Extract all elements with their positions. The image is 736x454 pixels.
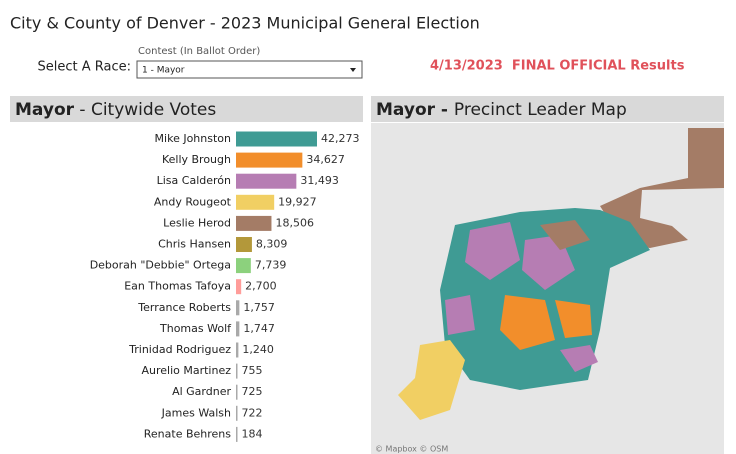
chart-title-rest: - Citywide Votes <box>74 100 216 120</box>
panel-header <box>10 96 363 122</box>
value-label: 1,757 <box>243 301 275 314</box>
chart-title-bold: Mayor <box>15 100 75 120</box>
map-region <box>540 220 590 250</box>
category-label: Terrance Roberts <box>137 301 231 314</box>
bar <box>236 131 317 147</box>
map[interactable]: © Mapbox © OSM <box>371 123 724 454</box>
category-label: Mike Johnston <box>155 132 231 145</box>
dropdown-box[interactable] <box>136 60 363 79</box>
map-region <box>465 222 520 280</box>
bar <box>236 237 252 252</box>
category-label: Andy Rougeot <box>154 195 232 208</box>
value-label: 2,700 <box>245 280 277 293</box>
bar <box>236 173 297 189</box>
map-region <box>445 295 475 335</box>
bar <box>236 405 238 421</box>
category-label: Leslie Herod <box>163 216 231 229</box>
value-label: 1,747 <box>243 322 275 335</box>
category-label: Trinidad Rodriguez <box>128 343 231 356</box>
value-label: 184 <box>242 427 263 440</box>
value-label: 8,309 <box>256 238 288 251</box>
map-attribution: © Mapbox © OSM <box>375 445 448 454</box>
bar <box>236 152 303 168</box>
map-region <box>600 128 724 248</box>
bar <box>236 215 272 231</box>
value-label: 725 <box>242 385 263 398</box>
bar <box>236 426 238 442</box>
panel-header <box>371 96 724 122</box>
bar <box>236 363 238 379</box>
value-label: 31,493 <box>300 174 339 187</box>
category-label: Lisa Calderón <box>157 174 231 187</box>
category-label: Renate Behrens <box>144 427 232 440</box>
value-label: 7,739 <box>255 259 287 272</box>
contest-label: Contest (In Ballot Order) <box>138 46 260 57</box>
chart-title: Mayor - Citywide Votes <box>15 100 216 120</box>
bar <box>236 342 239 358</box>
value-label: 755 <box>242 364 263 377</box>
bar <box>236 384 238 400</box>
bar <box>236 194 275 210</box>
value-label: 1,240 <box>242 343 273 356</box>
value-label: 18,506 <box>275 216 314 229</box>
bar <box>236 300 240 316</box>
value-label: 722 <box>242 406 263 419</box>
category-label: Ean Thomas Tafoya <box>124 280 231 293</box>
map-title: Mayor - Precinct Leader Map <box>376 100 627 120</box>
map-region <box>500 295 555 350</box>
page-title: City & County of Denver - 2023 Municipal… <box>10 14 480 33</box>
category-label: Aurelio Martinez <box>141 364 231 377</box>
bar <box>236 258 251 274</box>
race-dropdown[interactable]: 1 - Mayor <box>136 60 363 79</box>
value-label: 34,627 <box>306 153 345 166</box>
bar <box>236 279 242 295</box>
dropdown-arrow[interactable] <box>350 68 356 72</box>
status-text: 4/13/2023 FINAL OFFICIAL Results <box>430 59 685 74</box>
map-region <box>560 345 598 372</box>
map-region <box>398 340 465 420</box>
map-title-bold: Mayor - <box>376 100 454 120</box>
category-label: James Walsh <box>161 406 231 419</box>
value-label: 42,273 <box>321 132 360 145</box>
category-label: Kelly Brough <box>162 153 231 166</box>
bar <box>236 321 240 337</box>
map-title-rest: Precinct Leader Map <box>454 100 627 120</box>
category-label: Thomas Wolf <box>159 322 232 335</box>
value-label: 19,927 <box>278 195 317 208</box>
category-label: Chris Hansen <box>158 238 231 251</box>
select-label: Select A Race: <box>37 60 131 75</box>
category-label: Deborah "Debbie" Ortega <box>90 259 231 272</box>
map-region <box>555 300 592 338</box>
category-label: Al Gardner <box>172 385 231 398</box>
dropdown-value[interactable]: 1 - Mayor <box>142 66 185 76</box>
